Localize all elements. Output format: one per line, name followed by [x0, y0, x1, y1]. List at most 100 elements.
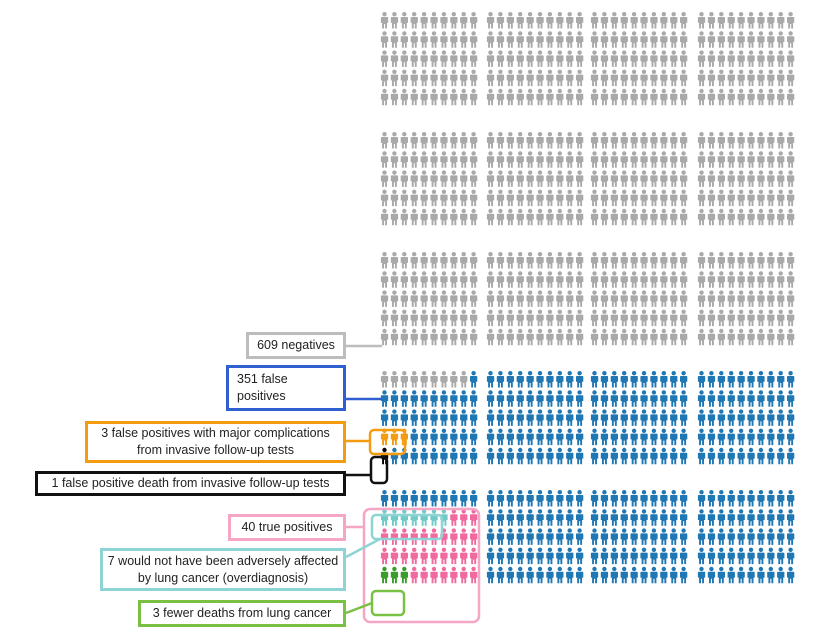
- person-icon: [400, 271, 408, 288]
- person-icon: [630, 132, 638, 149]
- person-icon: [620, 132, 628, 149]
- person-icon: [506, 509, 514, 526]
- person-icon: [556, 290, 564, 307]
- person-icon: [469, 170, 478, 187]
- person-icon: [777, 12, 785, 29]
- person-icon: [590, 12, 599, 29]
- person-icon: [717, 409, 725, 426]
- person-icon: [670, 31, 678, 48]
- person-icon: [670, 328, 678, 346]
- person-icon: [566, 170, 574, 187]
- person-icon: [506, 371, 514, 388]
- person-icon: [566, 390, 574, 407]
- person-icon: [430, 547, 438, 565]
- person-icon: [516, 409, 524, 426]
- person-icon: [390, 390, 399, 407]
- person-icon: [727, 290, 735, 307]
- person-icon: [516, 490, 524, 507]
- person-icon: [767, 132, 775, 149]
- person-icon: [410, 509, 418, 526]
- person-icon: [630, 31, 638, 48]
- person-icon: [620, 371, 628, 388]
- person-icon: [757, 271, 765, 288]
- person-icon: [526, 69, 534, 87]
- person-icon: [556, 189, 564, 207]
- person-icon: [786, 88, 795, 106]
- person-icon: [727, 547, 735, 565]
- person-icon: [546, 69, 554, 87]
- person-icon: [546, 566, 554, 584]
- person-icon: [390, 290, 399, 307]
- person-icon: [767, 328, 775, 346]
- person-icon: [737, 170, 745, 187]
- person-icon: [486, 547, 495, 565]
- person-icon: [786, 151, 795, 168]
- person-icon: [737, 390, 745, 407]
- person-icon: [786, 252, 795, 269]
- person-icon: [747, 566, 755, 584]
- person-icon: [660, 290, 668, 307]
- person-icon: [707, 371, 716, 388]
- person-icon: [757, 309, 765, 327]
- person-icon: [450, 12, 458, 29]
- person-icon: [630, 69, 638, 87]
- person-icon: [737, 12, 745, 29]
- person-icon: [727, 509, 735, 526]
- person-icon: [590, 151, 599, 168]
- person-icon: [610, 50, 618, 67]
- person-icon: [640, 490, 648, 507]
- person-icon: [566, 252, 574, 269]
- person-icon: [566, 566, 574, 584]
- person-icon: [757, 528, 765, 545]
- person-icon: [380, 208, 389, 226]
- person-icon: [390, 50, 399, 67]
- person-icon: [430, 428, 438, 446]
- person-icon: [400, 132, 408, 149]
- person-icon: [400, 528, 408, 545]
- person-icon: [460, 290, 468, 307]
- person-icon: [440, 309, 448, 327]
- person-icon: [660, 252, 668, 269]
- person-icon: [757, 252, 765, 269]
- person-icon: [697, 547, 706, 565]
- person-icon: [556, 428, 564, 446]
- person-icon: [430, 151, 438, 168]
- person-icon: [707, 132, 716, 149]
- person-icon: [410, 447, 418, 465]
- person-icon: [410, 132, 418, 149]
- person-icon: [630, 428, 638, 446]
- person-icon: [600, 328, 609, 346]
- person-icon: [590, 447, 599, 465]
- person-icon: [640, 252, 648, 269]
- person-icon: [679, 547, 688, 565]
- person-icon: [747, 290, 755, 307]
- person-icon: [786, 509, 795, 526]
- person-icon: [460, 31, 468, 48]
- person-icon: [757, 31, 765, 48]
- person-icon: [670, 547, 678, 565]
- person-icon: [450, 309, 458, 327]
- person-icon: [679, 566, 688, 584]
- person-icon: [496, 328, 505, 346]
- person-icon: [600, 547, 609, 565]
- person-icon: [620, 490, 628, 507]
- person-icon: [660, 88, 668, 106]
- person-icon: [506, 50, 514, 67]
- person-icon: [786, 50, 795, 67]
- person-icon: [410, 271, 418, 288]
- person-icon: [400, 170, 408, 187]
- person-icon: [410, 252, 418, 269]
- person-icon: [450, 31, 458, 48]
- person-icon: [496, 88, 505, 106]
- person-icon: [777, 31, 785, 48]
- person-icon: [516, 328, 524, 346]
- person-icon: [460, 428, 468, 446]
- person-icon: [610, 447, 618, 465]
- person-icon: [670, 290, 678, 307]
- person-icon: [430, 88, 438, 106]
- person-icon: [707, 309, 716, 327]
- person-icon: [707, 252, 716, 269]
- person-icon: [486, 170, 495, 187]
- person-icon: [757, 490, 765, 507]
